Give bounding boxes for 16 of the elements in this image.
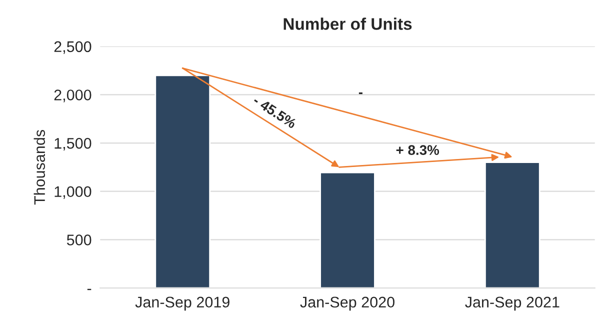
x-tick-label: Jan-Sep 2020 xyxy=(300,296,394,311)
bar xyxy=(484,162,540,288)
x-tick-label: Jan-Sep 2021 xyxy=(465,296,560,311)
y-tick-label: 1,500 xyxy=(54,138,92,151)
y-axis-title: Thousands xyxy=(34,130,46,205)
annotation: + 8.3% xyxy=(396,145,440,155)
annotation: - xyxy=(358,92,362,94)
y-tick-label: 1,000 xyxy=(54,186,92,199)
y-tick-label: 500 xyxy=(66,234,92,246)
chart-title: Number of Units xyxy=(284,18,412,30)
y-tick-label: 2,000 xyxy=(54,90,92,102)
y-tick-label: - xyxy=(87,288,92,290)
y-tick-label: 2,500 xyxy=(54,41,92,54)
bar xyxy=(320,172,376,288)
bar xyxy=(154,74,211,288)
x-tick-label: Jan-Sep 2019 xyxy=(135,296,230,311)
